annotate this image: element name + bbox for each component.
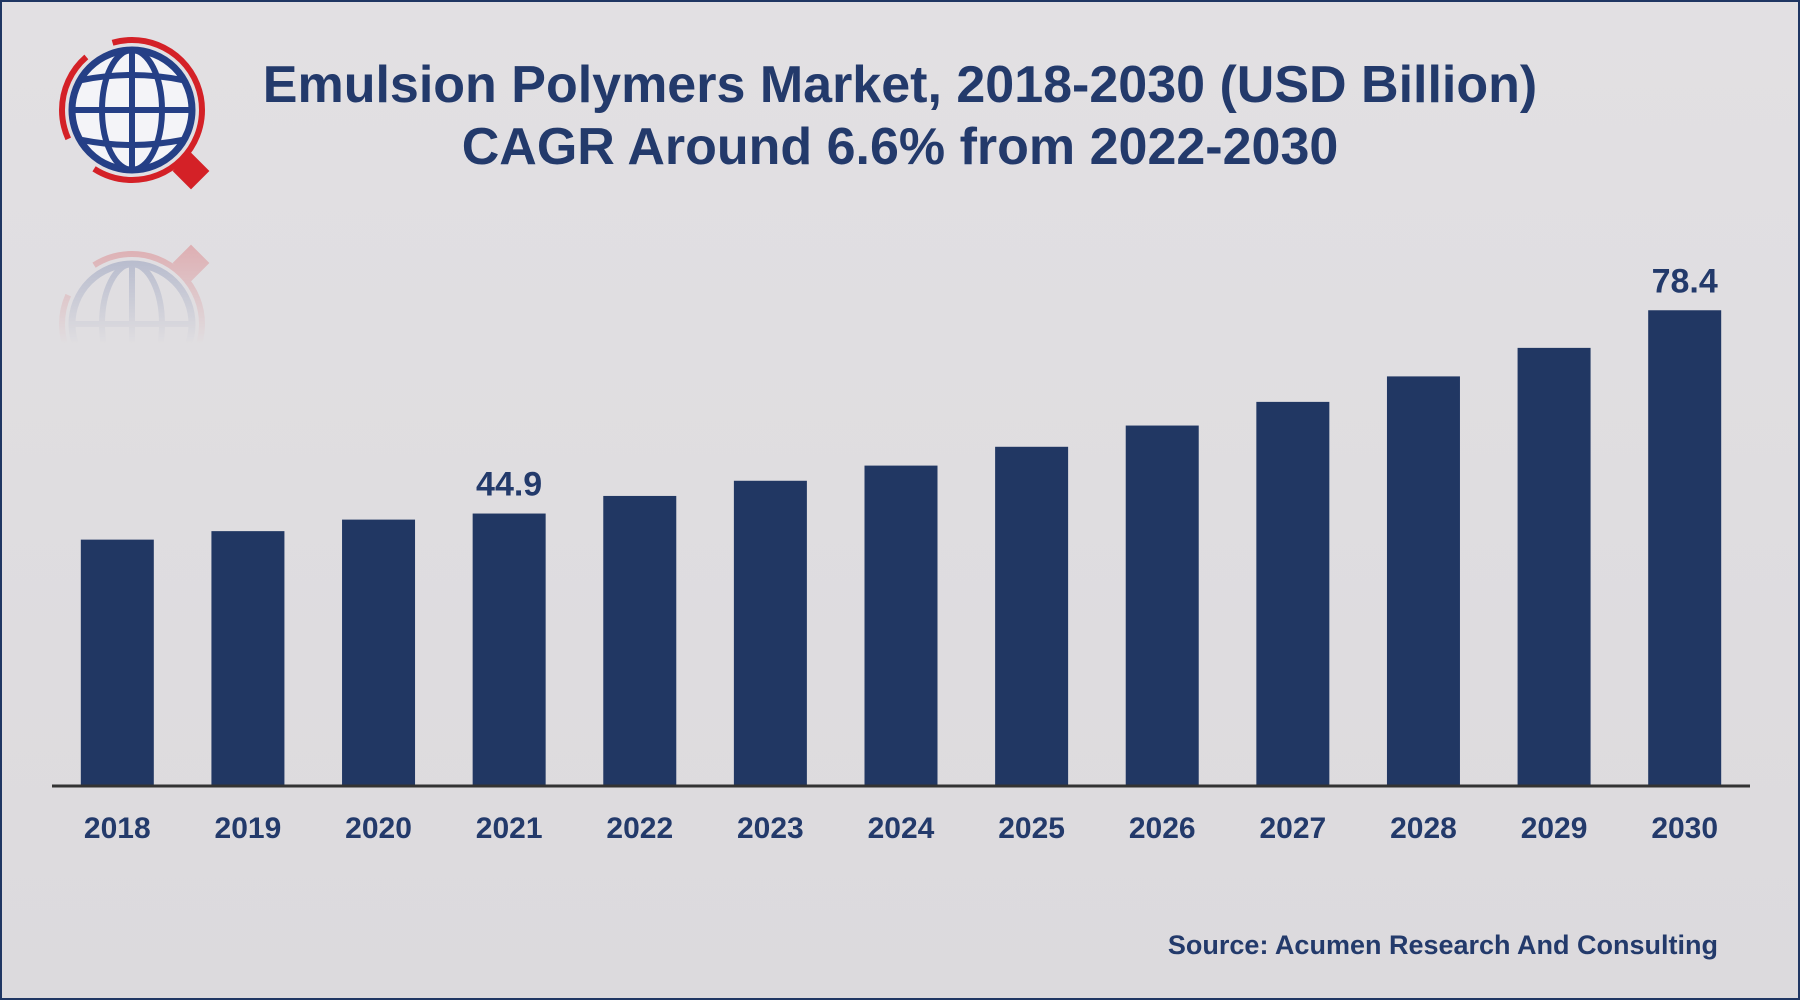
x-tick-label-2021: 2021 xyxy=(476,812,543,845)
x-tick-label-2025: 2025 xyxy=(998,812,1065,845)
bar-2018 xyxy=(80,539,154,786)
x-tick-label-2024: 2024 xyxy=(868,812,935,845)
bar-2026 xyxy=(1125,425,1199,786)
bar-2020 xyxy=(342,519,416,786)
x-tick-label-2019: 2019 xyxy=(215,812,282,845)
bar-2022 xyxy=(603,495,677,786)
bar-2021 xyxy=(472,513,546,786)
chart-title-block: Emulsion Polymers Market, 2018-2030 (USD… xyxy=(2,54,1798,178)
x-tick-label-2022: 2022 xyxy=(606,812,673,845)
bar-2025 xyxy=(995,446,1069,786)
x-tick-label-2026: 2026 xyxy=(1129,812,1196,845)
bar-2029 xyxy=(1517,347,1591,786)
x-tick-label-2028: 2028 xyxy=(1390,812,1457,845)
chart-subtitle: CAGR Around 6.6% from 2022-2030 xyxy=(461,118,1339,176)
chart-title: Emulsion Polymers Market, 2018-2030 (USD… xyxy=(262,56,1538,114)
x-tick-label-2027: 2027 xyxy=(1259,812,1326,845)
x-tick-label-2018: 2018 xyxy=(84,812,151,845)
bar-2023 xyxy=(733,480,807,786)
bar-2027 xyxy=(1256,401,1330,786)
data-label-2030: 78.4 xyxy=(1652,262,1718,300)
bar-2019 xyxy=(211,531,285,786)
source-note: Source: Acumen Research And Consulting xyxy=(1167,930,1718,960)
globe-logo-icon xyxy=(50,30,230,200)
bar-2028 xyxy=(1386,376,1460,786)
x-tick-label-2030: 2030 xyxy=(1651,812,1718,845)
x-tick-label-2020: 2020 xyxy=(345,812,412,845)
data-label-2021: 44.9 xyxy=(476,466,542,504)
bar-2030 xyxy=(1648,310,1722,786)
logo-reflection xyxy=(50,234,230,344)
bar-2024 xyxy=(864,465,938,786)
x-tick-label-2029: 2029 xyxy=(1521,812,1588,845)
x-tick-label-2023: 2023 xyxy=(737,812,804,845)
